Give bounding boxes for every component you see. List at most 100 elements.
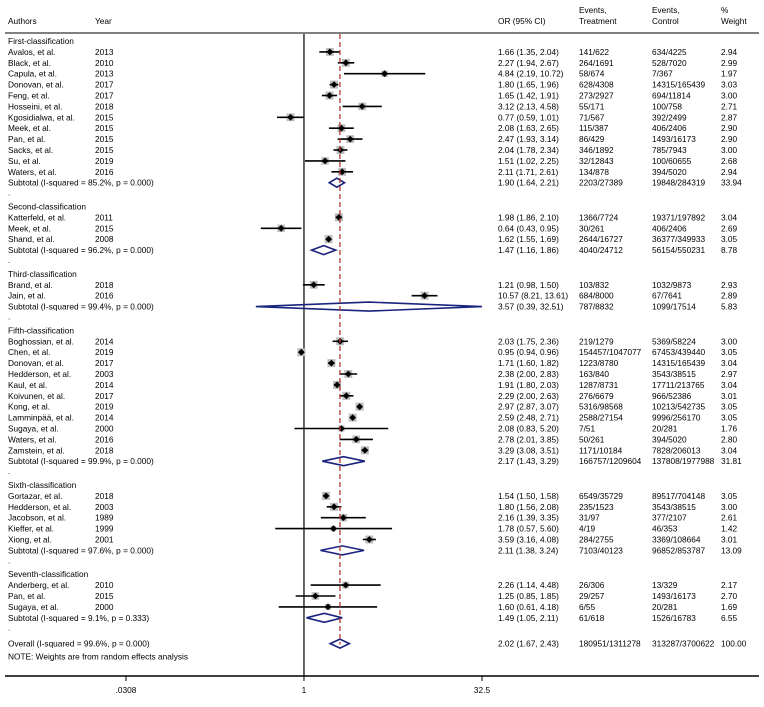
events-treatment-value: 787/8832 bbox=[579, 302, 614, 312]
or-ci-value: 3.29 (3.08, 3.51) bbox=[498, 445, 559, 455]
weight-value: 3.05 bbox=[721, 347, 738, 357]
study-author: Capula, et al. bbox=[8, 69, 57, 79]
events-treatment-value: 273/2927 bbox=[579, 91, 614, 101]
or-ci-value: 0.77 (0.59, 1.01) bbox=[498, 112, 559, 122]
or-ci-value: 2.17 (1.43, 3.29) bbox=[498, 456, 559, 466]
group-separator-dot: . bbox=[8, 188, 10, 198]
subtotal-label: Subtotal (I-squared = 85.2%, p = 0.000) bbox=[8, 178, 154, 188]
events-treatment-value: 50/261 bbox=[579, 434, 605, 444]
events-control-value: 1099/17514 bbox=[652, 302, 696, 312]
weight-value: 2.99 bbox=[721, 58, 738, 68]
events-treatment-value: 6549/35729 bbox=[579, 491, 623, 501]
weight-value: 2.80 bbox=[721, 434, 738, 444]
weight-value: 3.01 bbox=[721, 391, 738, 401]
study-author: Meek, et al. bbox=[8, 223, 51, 233]
weight-value: 2.97 bbox=[721, 369, 738, 379]
point-estimate bbox=[333, 381, 341, 389]
weight-value: 2.61 bbox=[721, 513, 738, 523]
subtotal-diamond bbox=[306, 612, 343, 624]
study-author: Pan, et al. bbox=[8, 591, 45, 601]
events-control-value: 56154/550231 bbox=[652, 245, 705, 255]
study-year: 2015 bbox=[95, 112, 114, 122]
study-author: Anderberg, et al. bbox=[8, 580, 69, 590]
events-control-value: 19848/284319 bbox=[652, 178, 705, 188]
or-ci-value: 1.71 (1.60, 1.82) bbox=[498, 358, 559, 368]
x-tick-label: 32.5 bbox=[474, 685, 491, 695]
or-ci-value: 3.12 (2.13, 4.58) bbox=[498, 101, 559, 111]
study-year: 2017 bbox=[95, 80, 114, 90]
or-ci-value: 0.64 (0.43, 0.95) bbox=[498, 223, 559, 233]
events-control-value: 3369/108664 bbox=[652, 535, 701, 545]
events-treatment-value: 71/567 bbox=[579, 112, 605, 122]
subtotal-label: Subtotal (I-squared = 99.9%, p = 0.000) bbox=[8, 456, 154, 466]
or-ci-value: 2.04 (1.78, 2.34) bbox=[498, 145, 559, 155]
weight-value: 2.93 bbox=[721, 280, 738, 290]
events-control-value: 377/2107 bbox=[652, 513, 687, 523]
events-treatment-value: 55/171 bbox=[579, 101, 605, 111]
point-estimate bbox=[381, 70, 389, 78]
events-treatment-value: 26/306 bbox=[579, 580, 605, 590]
weight-value: 8.78 bbox=[721, 245, 738, 255]
point-estimate bbox=[330, 525, 337, 532]
events-control-value: 406/2406 bbox=[652, 223, 687, 233]
point-estimate bbox=[328, 359, 335, 367]
or-ci-value: 1.21 (0.98, 1.50) bbox=[498, 280, 559, 290]
header-year: Year bbox=[95, 16, 112, 26]
study-author: Kieffer, et al. bbox=[8, 524, 54, 534]
study-year: 2017 bbox=[95, 358, 114, 368]
or-ci-value: 1.98 (1.86, 2.10) bbox=[498, 212, 559, 222]
study-year: 2015 bbox=[95, 134, 114, 144]
subtotal-diamond bbox=[327, 177, 347, 189]
events-treatment-value: 2203/27389 bbox=[579, 178, 623, 188]
point-estimate bbox=[361, 446, 369, 454]
or-ci-value: 2.03 (1.75, 2.36) bbox=[498, 336, 559, 346]
events-control-value: 9996/256170 bbox=[652, 413, 701, 423]
or-ci-value: 0.95 (0.94, 0.96) bbox=[498, 347, 559, 357]
study-year: 2018 bbox=[95, 445, 114, 455]
weight-value: 2.87 bbox=[721, 112, 738, 122]
or-ci-value: 1.60 (0.61, 4.18) bbox=[498, 602, 559, 612]
weight-value: 3.04 bbox=[721, 445, 738, 455]
or-ci-value: 1.49 (1.05, 2.11) bbox=[498, 613, 559, 623]
group-heading: Sixth-classification bbox=[8, 480, 77, 490]
study-year: 1999 bbox=[95, 524, 114, 534]
or-ci-value: 1.66 (1.35, 2.04) bbox=[498, 47, 559, 57]
study-author: Sugaya, et al. bbox=[8, 424, 59, 434]
point-estimate bbox=[346, 135, 354, 143]
point-estimate bbox=[324, 603, 332, 611]
study-year: 2013 bbox=[95, 47, 114, 57]
events-treatment-value: 4/19 bbox=[579, 524, 596, 534]
weight-value: 31.81 bbox=[721, 456, 742, 466]
or-ci-value: 1.51 (1.02, 2.25) bbox=[498, 156, 559, 166]
point-estimate bbox=[310, 281, 318, 289]
events-control-value: 392/2499 bbox=[652, 112, 687, 122]
study-author: Pan, et al. bbox=[8, 134, 45, 144]
overall-label: Overall (I-squared = 99.6%, p = 0.000) bbox=[8, 639, 150, 649]
events-treatment-value: 6/55 bbox=[579, 602, 596, 612]
or-ci-value: 1.78 (0.57, 5.60) bbox=[498, 524, 559, 534]
study-author: Sacks, et al. bbox=[8, 145, 53, 155]
header-events-treatment: Treatment bbox=[579, 16, 617, 26]
header-events-treatment: Events, bbox=[579, 5, 607, 15]
or-ci-value: 2.97 (2.87, 3.07) bbox=[498, 402, 559, 412]
point-estimate bbox=[297, 348, 305, 356]
events-treatment-value: 1366/7724 bbox=[579, 212, 619, 222]
point-estimate bbox=[342, 581, 350, 589]
group-heading: Third-classification bbox=[8, 269, 77, 279]
weight-value: 3.03 bbox=[721, 80, 738, 90]
events-control-value: 20/281 bbox=[652, 424, 678, 434]
or-ci-value: 1.80 (1.56, 2.08) bbox=[498, 502, 559, 512]
study-author: Sugaya, et al. bbox=[8, 602, 59, 612]
events-treatment-value: 86/429 bbox=[579, 134, 605, 144]
events-treatment-value: 163/840 bbox=[579, 369, 609, 379]
point-estimate bbox=[321, 157, 329, 165]
subtotal-diamond bbox=[320, 545, 365, 556]
events-treatment-value: 141/622 bbox=[579, 47, 609, 57]
events-treatment-value: 61/618 bbox=[579, 613, 605, 623]
or-ci-value: 1.65 (1.42, 1.91) bbox=[498, 91, 559, 101]
events-control-value: 3543/38515 bbox=[652, 502, 696, 512]
study-author: Donovan, et al. bbox=[8, 80, 64, 90]
events-control-value: 406/2406 bbox=[652, 123, 687, 133]
study-author: Jacobson, et al. bbox=[8, 513, 66, 523]
events-control-value: 100/758 bbox=[652, 101, 682, 111]
